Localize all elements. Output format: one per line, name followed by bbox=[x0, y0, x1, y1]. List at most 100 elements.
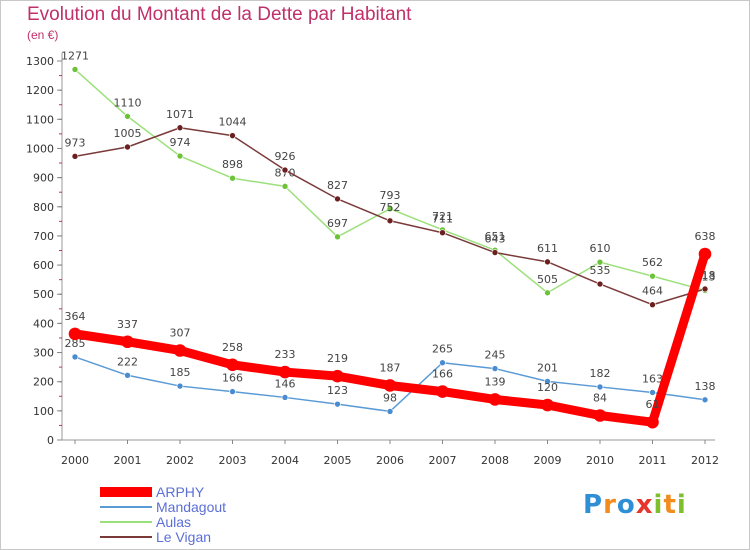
series-line-aulas bbox=[74, 68, 706, 294]
data-point bbox=[124, 143, 131, 151]
data-label: 258 bbox=[222, 341, 243, 354]
y-tick-label: 400 bbox=[33, 317, 54, 330]
data-point bbox=[439, 229, 446, 237]
data-label: 98 bbox=[383, 391, 397, 404]
x-tick-label: 2011 bbox=[639, 454, 667, 467]
data-point bbox=[488, 393, 502, 406]
data-label: 185 bbox=[170, 366, 191, 379]
y-tick-label: 500 bbox=[33, 288, 54, 301]
data-label: 1005 bbox=[114, 127, 142, 140]
y-tick-label: 1000 bbox=[26, 142, 54, 155]
data-point bbox=[124, 371, 131, 379]
data-label: 1071 bbox=[166, 108, 194, 121]
data-point bbox=[71, 353, 79, 361]
data-point bbox=[491, 249, 499, 256]
data-label: 201 bbox=[537, 361, 558, 374]
y-tick-label: 600 bbox=[33, 259, 54, 272]
series-line-le-vigan bbox=[74, 127, 706, 306]
y-tick-label: 1300 bbox=[26, 55, 54, 68]
data-point bbox=[71, 66, 79, 73]
data-point bbox=[649, 301, 656, 309]
logo-letter: P bbox=[583, 490, 604, 520]
data-label: 793 bbox=[380, 189, 401, 202]
x-tick-label: 2007 bbox=[429, 454, 457, 467]
data-label: 643 bbox=[485, 233, 506, 246]
y-tick-label: 1200 bbox=[26, 84, 54, 97]
data-label: 166 bbox=[432, 368, 453, 381]
data-point bbox=[386, 217, 394, 225]
data-point bbox=[646, 415, 659, 429]
data-label: 651 bbox=[485, 230, 506, 243]
data-label: 535 bbox=[590, 264, 611, 277]
data-label: 123 bbox=[327, 384, 348, 397]
legend-label: Aulas bbox=[156, 514, 191, 530]
data-point bbox=[596, 258, 604, 266]
y-tick-label: 100 bbox=[33, 405, 54, 418]
x-tick-label: 2006 bbox=[376, 454, 404, 467]
data-label: 337 bbox=[117, 318, 138, 331]
x-tick-label: 2002 bbox=[166, 454, 194, 467]
data-label: 711 bbox=[432, 213, 453, 226]
logo-letter: x bbox=[635, 490, 654, 520]
data-label: 364 bbox=[65, 310, 86, 323]
y-tick-label: 1100 bbox=[26, 113, 54, 126]
data-point bbox=[71, 153, 79, 160]
data-point bbox=[544, 378, 551, 385]
data-point bbox=[281, 183, 289, 190]
x-tick-label: 2004 bbox=[271, 454, 299, 467]
data-point bbox=[331, 369, 344, 383]
data-point bbox=[334, 233, 341, 241]
data-point bbox=[229, 388, 236, 395]
y-tick-label: 300 bbox=[33, 347, 54, 360]
data-label: 166 bbox=[222, 372, 243, 385]
logo-letter: o bbox=[616, 490, 636, 520]
y-tick-label: 700 bbox=[33, 230, 54, 243]
data-point bbox=[229, 132, 236, 139]
data-label: 163 bbox=[642, 372, 663, 385]
data-point bbox=[124, 113, 131, 120]
data-point bbox=[596, 383, 604, 391]
data-point bbox=[383, 379, 397, 392]
data-label: 139 bbox=[485, 375, 506, 388]
logo-letter: t bbox=[663, 490, 677, 520]
data-point bbox=[68, 327, 82, 341]
data-label: 926 bbox=[275, 150, 296, 163]
x-tick-label: 2012 bbox=[691, 454, 719, 467]
data-point bbox=[544, 289, 551, 297]
data-point bbox=[649, 389, 656, 396]
data-point bbox=[649, 272, 656, 280]
data-label: 233 bbox=[275, 348, 296, 361]
chart-title: Evolution du Montant de la Dette par Hab… bbox=[27, 4, 412, 25]
x-tick-label: 2005 bbox=[324, 454, 352, 467]
y-tick-label: 200 bbox=[33, 376, 54, 389]
data-point bbox=[701, 285, 709, 293]
data-label: 285 bbox=[65, 337, 86, 350]
data-point bbox=[386, 408, 394, 415]
data-point bbox=[226, 358, 239, 372]
data-label: 898 bbox=[222, 158, 243, 171]
data-point bbox=[176, 152, 184, 160]
data-point bbox=[541, 398, 554, 412]
data-point bbox=[229, 174, 236, 182]
y-tick-label: 0 bbox=[47, 434, 54, 447]
y-tick-label: 900 bbox=[33, 172, 54, 185]
chart-subtitle: (en €) bbox=[27, 28, 59, 42]
data-label: 265 bbox=[432, 343, 453, 356]
legend-label: ARPHY bbox=[156, 484, 205, 500]
data-label: 1044 bbox=[219, 116, 247, 129]
data-label: 611 bbox=[537, 242, 558, 255]
data-point bbox=[176, 382, 184, 390]
logo-letter: i bbox=[676, 490, 687, 520]
x-tick-label: 2010 bbox=[586, 454, 614, 467]
data-point bbox=[439, 359, 446, 367]
legend-label: Le Vigan bbox=[156, 529, 211, 545]
x-tick-label: 2001 bbox=[114, 454, 142, 467]
x-tick-label: 2009 bbox=[534, 454, 562, 467]
data-label: 138 bbox=[695, 380, 716, 393]
data-point bbox=[596, 280, 604, 288]
data-label: 505 bbox=[537, 273, 558, 286]
data-point bbox=[436, 385, 449, 398]
x-tick-label: 2000 bbox=[61, 454, 89, 467]
data-point bbox=[491, 365, 499, 372]
